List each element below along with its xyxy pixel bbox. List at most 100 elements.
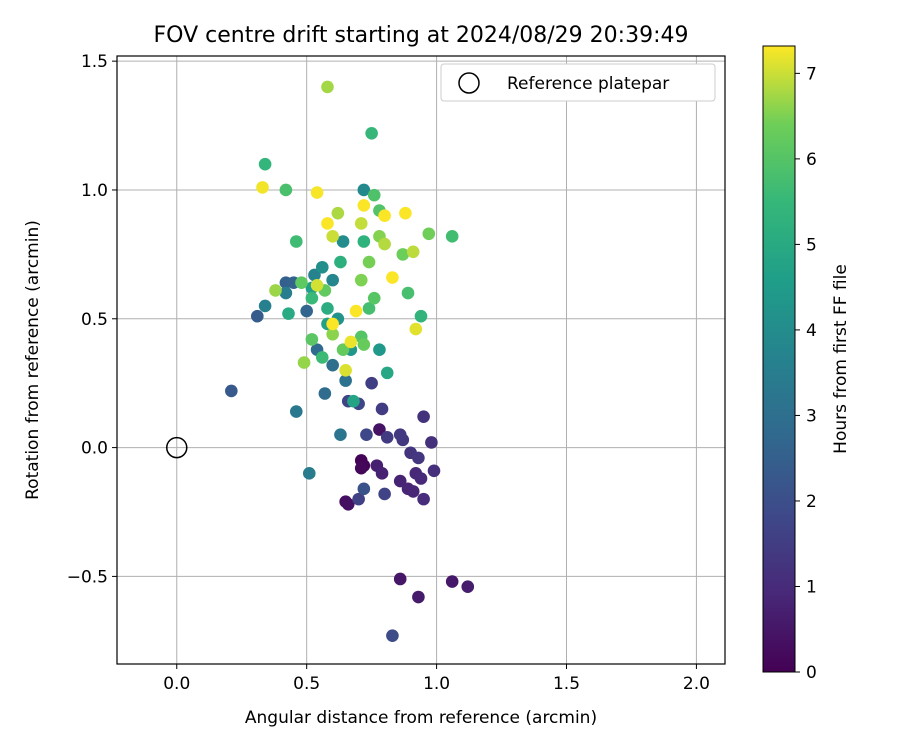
y-tick-label: 1.0 — [81, 181, 108, 201]
data-point — [310, 278, 324, 292]
data-point — [251, 309, 264, 323]
data-point — [302, 467, 316, 480]
data-point — [414, 472, 428, 485]
data-point — [393, 572, 407, 586]
data-point — [357, 338, 371, 351]
data-point — [336, 235, 350, 248]
data-point — [365, 126, 378, 140]
data-point — [315, 260, 329, 274]
data-point — [347, 394, 360, 408]
data-point — [365, 376, 378, 390]
data-point — [393, 428, 407, 442]
colorbar-tick-label: 7 — [806, 64, 817, 84]
data-point — [269, 284, 282, 297]
x-axis-ticks: 0.0 0.5 1.0 1.5 2.0 — [163, 664, 710, 694]
data-point — [445, 575, 459, 588]
data-point — [334, 255, 347, 269]
grid — [117, 56, 725, 664]
data-point — [339, 364, 352, 377]
legend: Reference platepar — [440, 63, 716, 102]
y-tick-label: −0.5 — [67, 567, 108, 587]
data-point — [406, 245, 420, 259]
data-point — [362, 302, 376, 315]
colorbar: 0 1 2 3 4 5 6 7 Hours from first FF file — [762, 45, 851, 683]
data-point — [349, 304, 363, 318]
data-point — [417, 410, 430, 423]
data-point — [378, 237, 391, 251]
x-tick-label: 0.5 — [293, 674, 320, 694]
data-point — [375, 402, 389, 416]
data-point — [326, 358, 339, 372]
data-point — [321, 80, 334, 94]
x-tick-label: 1.0 — [423, 674, 450, 694]
data-point — [279, 286, 293, 300]
y-tick-label: 0.5 — [81, 310, 108, 330]
x-tick-label: 1.5 — [553, 674, 580, 694]
data-point — [326, 327, 339, 341]
x-axis-label: Angular distance from reference (arcmin) — [245, 708, 597, 728]
data-point — [375, 467, 389, 480]
data-point — [406, 485, 420, 498]
colorbar-tick-label: 5 — [806, 235, 817, 255]
data-point — [289, 405, 303, 418]
data-point — [282, 307, 295, 320]
data-point — [297, 356, 311, 369]
data-point — [401, 286, 415, 300]
data-point — [354, 273, 368, 287]
data-point — [380, 366, 394, 380]
legend-box — [440, 63, 716, 102]
data-point — [258, 157, 272, 171]
data-point — [412, 590, 425, 604]
data-point — [386, 271, 399, 284]
data-point — [445, 230, 459, 243]
data-point — [326, 317, 339, 331]
colorbar-label: Hours from first FF file — [831, 264, 851, 454]
data-point — [341, 497, 355, 511]
data-point — [367, 188, 381, 202]
y-tick-label: 1.5 — [81, 52, 108, 72]
legend-label: Reference platepar — [507, 74, 669, 94]
colorbar-ticks: 0 1 2 3 4 5 6 7 — [795, 64, 817, 683]
data-point — [225, 384, 238, 398]
data-point — [399, 206, 412, 220]
data-points — [225, 80, 475, 642]
data-point — [461, 580, 475, 594]
data-point — [422, 227, 436, 241]
data-point — [326, 273, 339, 287]
data-point — [378, 209, 391, 223]
data-point — [334, 428, 347, 442]
data-point — [336, 343, 350, 356]
chart-title: FOV centre drift starting at 2024/08/29 … — [154, 23, 689, 48]
data-point — [315, 351, 329, 364]
data-point — [289, 235, 303, 248]
colorbar-tick-label: 2 — [806, 492, 817, 512]
colorbar-tick-label: 4 — [806, 321, 817, 341]
data-point — [326, 230, 339, 243]
data-point — [344, 335, 358, 349]
data-point — [396, 248, 410, 261]
plot-frame — [116, 55, 726, 665]
data-point — [354, 217, 368, 230]
data-point — [373, 423, 386, 436]
colorbar-tick-label: 3 — [806, 406, 817, 426]
data-point — [425, 436, 438, 449]
data-point — [367, 291, 381, 305]
data-point — [321, 217, 334, 230]
data-point — [308, 268, 321, 282]
data-point — [331, 206, 345, 220]
data-point — [256, 181, 269, 194]
data-point — [414, 309, 428, 323]
data-point — [305, 333, 319, 346]
data-point — [321, 302, 334, 315]
data-point — [417, 492, 430, 506]
data-point — [318, 387, 332, 400]
data-point — [386, 629, 399, 642]
data-point — [300, 304, 313, 318]
y-axis-ticks: −0.5 0.0 0.5 1.0 1.5 — [67, 52, 117, 587]
data-point — [373, 343, 386, 356]
colorbar-tick-label: 0 — [806, 663, 817, 683]
data-point — [412, 451, 425, 465]
data-point — [305, 291, 319, 305]
x-tick-label: 0.0 — [163, 674, 190, 694]
data-point — [427, 464, 441, 478]
